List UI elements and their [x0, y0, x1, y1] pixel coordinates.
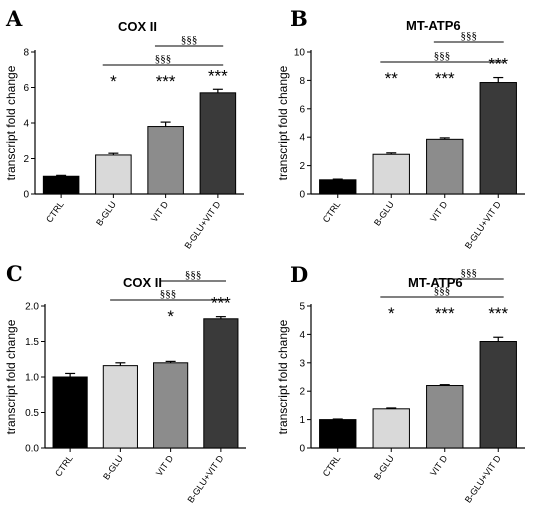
x-tick-label: VIT D [428, 453, 450, 478]
x-tick-label: VIT D [149, 199, 171, 224]
chart-title: COX II [123, 275, 162, 290]
x-tick-label: CTRL [321, 199, 343, 224]
bar [372, 153, 410, 195]
x-tick-label: B-GLU+VIT D [463, 453, 503, 505]
x-tick-label: CTRL [321, 453, 343, 478]
comparison-label: §§§ [434, 50, 451, 62]
y-tick-label: 6 [23, 83, 29, 94]
y-axis-label: transcript fold change [4, 319, 18, 434]
y-tick-label: 3 [299, 358, 305, 369]
bar [52, 376, 88, 449]
y-tick-label: 2 [299, 161, 305, 172]
comparison-label: §§§ [434, 285, 451, 297]
y-tick-label: 8 [299, 76, 305, 87]
comparison-label: §§§ [461, 267, 478, 279]
x-tick-label: B-GLU [372, 453, 396, 481]
significance-label: *** [488, 304, 508, 323]
y-tick-label: 10 [294, 48, 306, 59]
y-tick-label: 1.5 [25, 337, 39, 348]
x-tick-label: B-GLU [94, 199, 118, 227]
significance-label: * [388, 304, 395, 323]
y-tick-label: 1.0 [25, 373, 39, 384]
y-tick-label: 5 [299, 302, 305, 313]
bar [319, 419, 357, 449]
y-axis-label: transcript fold change [276, 319, 290, 434]
panel-letter: D [290, 262, 308, 287]
y-tick-label: 4 [299, 330, 305, 341]
bar [42, 175, 80, 195]
y-tick-label: 0 [23, 190, 29, 201]
x-tick-label: CTRL [53, 453, 75, 478]
chart-panel-a: A COX II transcript fold change 0 2 4 6 8 CTRL B-… [4, 6, 244, 251]
x-tick-label: B-GLU+VIT D [182, 199, 222, 251]
y-tick-label: 2 [23, 154, 29, 165]
x-tick-label: CTRL [44, 199, 66, 224]
y-tick-label: 1 [299, 415, 305, 426]
y-axis-label: transcript fold change [276, 65, 290, 180]
comparison-label: §§§ [461, 30, 478, 42]
y-tick-label: 0.5 [25, 408, 39, 419]
x-tick-label: B-GLU+VIT D [463, 199, 503, 251]
chart-panel-c: C COX II transcript fold change 0.0 0.5 1.0 1.… [4, 261, 246, 505]
panel-letter: C [6, 261, 23, 286]
y-tick-label: 0 [299, 190, 305, 201]
y-axis-label: transcript fold change [4, 65, 18, 180]
chart-panel-b: B MT-ATP6 transcript fold change 0 2 4 6 8 10 CTR… [276, 6, 525, 251]
chart-title: COX II [118, 19, 157, 34]
y-tick-label: 4 [23, 119, 29, 130]
x-tick-label: B-GLU+VIT D [185, 453, 225, 505]
comparison-label: §§§ [155, 53, 172, 65]
bar [203, 318, 239, 449]
bar [102, 365, 138, 449]
significance-label: *** [435, 69, 455, 88]
chart-title: MT-ATP6 [406, 18, 461, 33]
significance-label: * [110, 72, 117, 91]
comparison-label: §§§ [185, 269, 202, 281]
bar [199, 92, 237, 195]
panel-letter: A [5, 6, 23, 31]
comparison-label: §§§ [181, 34, 198, 46]
significance-label: * [167, 307, 174, 326]
bar [95, 154, 132, 195]
bar [479, 341, 517, 449]
x-tick-label: B-GLU [101, 453, 125, 481]
significance-label: *** [156, 72, 176, 91]
bar [319, 179, 357, 195]
x-tick-label: B-GLU [372, 199, 396, 227]
y-tick-label: 0 [299, 444, 305, 455]
significance-label: ** [385, 69, 399, 88]
bar [479, 82, 517, 195]
x-tick-label: VIT D [154, 453, 176, 478]
y-tick-label: 2 [299, 387, 305, 398]
y-tick-label: 2.0 [25, 302, 39, 313]
y-tick-label: 0.0 [25, 444, 39, 455]
significance-label: *** [211, 294, 231, 313]
y-tick-label: 4 [299, 133, 305, 144]
panel-letter: B [290, 6, 308, 31]
bar [372, 408, 410, 449]
significance-label: *** [435, 304, 455, 323]
y-tick-label: 8 [23, 48, 29, 59]
significance-label: *** [208, 66, 228, 85]
x-tick-label: VIT D [428, 199, 450, 224]
bar [426, 138, 464, 195]
bar [426, 385, 464, 449]
y-tick-label: 6 [299, 104, 305, 115]
bar [153, 362, 189, 449]
comparison-label: §§§ [160, 288, 177, 300]
bar [147, 126, 184, 195]
significance-label: *** [488, 55, 508, 74]
